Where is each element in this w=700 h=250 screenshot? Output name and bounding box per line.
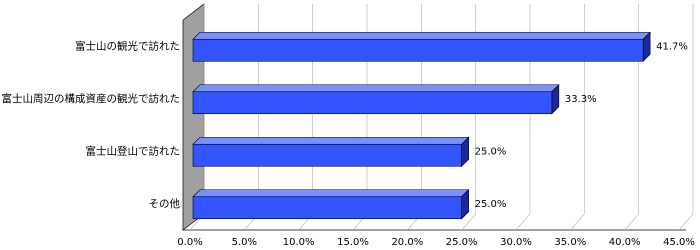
value-label: 25.0% [475, 199, 507, 210]
bar [192, 196, 462, 220]
bar [192, 91, 553, 115]
x-tick-label: 0.0% [177, 237, 202, 248]
y-tick-label: 富士山の観光で訪れた [75, 39, 180, 52]
floor-grid-line [515, 213, 531, 231]
y-tick-label: 富士山周辺の構成資産の観光で訪れた [2, 92, 181, 105]
bar-top [192, 31, 651, 40]
x-tick-label: 5.0% [232, 237, 257, 248]
x-tick-label: 20.0% [391, 237, 423, 248]
x-tick-label: 15.0% [337, 237, 369, 248]
bar-top [192, 189, 470, 198]
bar-top [192, 136, 470, 145]
x-tick-label: 45.0% [663, 237, 695, 248]
bar [192, 38, 644, 62]
floor-grid-line [570, 213, 585, 231]
floor-grid-line [461, 213, 476, 231]
y-tick-label: 富士山登山で訪れた [86, 144, 181, 157]
x-tick-label: 25.0% [446, 237, 478, 248]
x-tick-label: 10.0% [283, 237, 315, 248]
y-tick-label: その他 [149, 197, 181, 210]
x-tick-label: 40.0% [609, 237, 641, 248]
x-tick-label: 30.0% [500, 237, 532, 248]
floor-grid-line [624, 213, 639, 231]
bar-top [192, 84, 560, 93]
x-tick-label: 35.0% [554, 237, 586, 248]
bar [192, 143, 462, 167]
value-label: 33.3% [565, 94, 597, 105]
floor-grid-line [678, 213, 694, 231]
value-label: 25.0% [475, 146, 507, 157]
value-label: 41.7% [656, 41, 688, 52]
